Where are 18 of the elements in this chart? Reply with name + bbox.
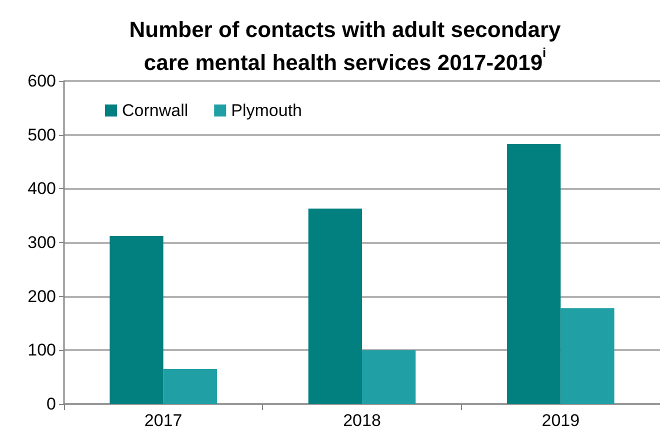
bar <box>362 350 416 404</box>
y-tick-label: 300 <box>28 233 56 252</box>
bar <box>560 308 614 404</box>
y-tick-label: 200 <box>28 286 56 306</box>
y-tick-label: 0 <box>46 394 56 414</box>
y-tick-label: 100 <box>28 340 56 360</box>
x-tick-label: 2019 <box>542 411 580 430</box>
bar <box>163 369 217 404</box>
bar <box>110 236 164 404</box>
legend-label: Cornwall <box>122 101 188 120</box>
y-tick-label: 500 <box>28 125 56 144</box>
bar <box>507 144 561 404</box>
y-tick-label: 600 <box>28 72 56 90</box>
bar <box>308 208 362 404</box>
x-tick-label: 2018 <box>343 411 381 430</box>
y-tick-label: 400 <box>28 179 56 198</box>
x-tick-label: 2017 <box>144 411 182 430</box>
legend-label: Plymouth <box>231 101 302 120</box>
